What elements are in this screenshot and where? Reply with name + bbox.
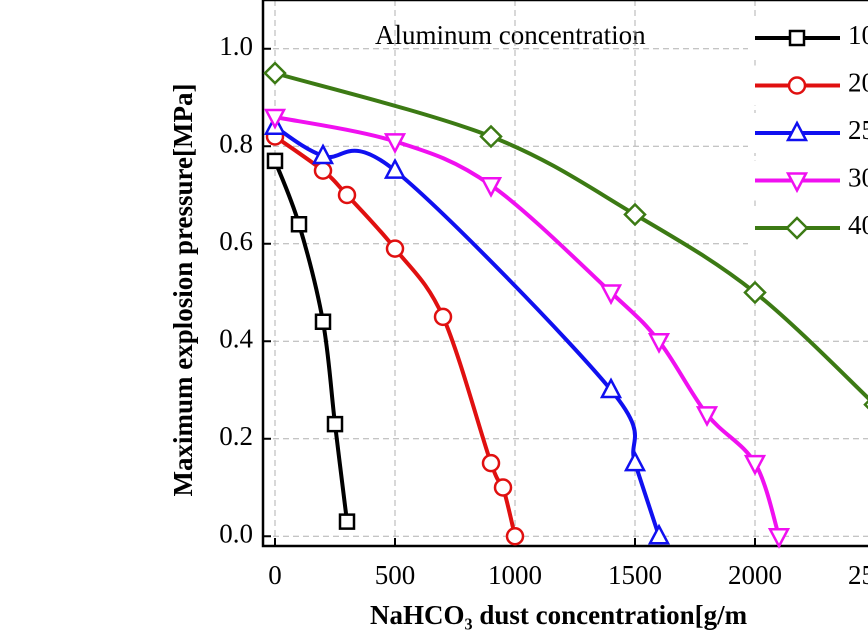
legend-label: 40% xyxy=(848,210,868,240)
marker xyxy=(743,454,767,476)
marker xyxy=(479,177,503,198)
marker xyxy=(647,333,671,354)
y-tick-label: 0.8 xyxy=(219,128,253,158)
y-tick-label: 0.2 xyxy=(219,421,253,451)
series-line xyxy=(274,71,868,401)
marker xyxy=(313,161,333,180)
marker xyxy=(266,152,284,170)
marker xyxy=(263,108,287,130)
x-tick-label: 1000 xyxy=(488,560,542,590)
y-tick-label: 1.0 xyxy=(219,31,253,61)
marker xyxy=(337,185,357,205)
x-tick-label: 2500 xyxy=(848,560,868,590)
legend-label: 20% xyxy=(848,68,868,98)
y-tick-label: 0.0 xyxy=(219,518,253,548)
marker xyxy=(385,239,405,258)
marker xyxy=(623,202,647,227)
marker xyxy=(338,513,356,530)
y-tick-label: 0.6 xyxy=(219,226,253,256)
x-tick-label: 1500 xyxy=(608,560,662,590)
marker xyxy=(647,523,671,545)
marker xyxy=(263,61,287,85)
plot-frame xyxy=(261,0,868,548)
marker xyxy=(479,124,503,149)
marker xyxy=(788,29,806,47)
marker xyxy=(383,133,407,155)
marker xyxy=(493,478,513,497)
x-tick-label: 0 xyxy=(268,560,282,590)
marker xyxy=(863,399,868,410)
legend-label: 30% xyxy=(848,163,868,193)
legend-label: 25% xyxy=(848,115,868,145)
y-axis-label: Maximum explosion pressure[MPa] xyxy=(168,84,198,497)
marker xyxy=(785,216,809,240)
y-tick-label: 0.4 xyxy=(219,323,253,353)
marker xyxy=(505,527,525,546)
x-tick-label: 2000 xyxy=(728,560,782,590)
marker xyxy=(383,157,407,179)
marker xyxy=(599,284,623,306)
marker xyxy=(623,450,647,472)
marker xyxy=(311,143,335,165)
marker xyxy=(787,76,807,95)
marker xyxy=(290,216,308,233)
marker xyxy=(314,313,332,330)
marker xyxy=(785,120,809,142)
marker xyxy=(326,415,344,433)
marker xyxy=(433,307,453,327)
marker xyxy=(743,280,767,305)
x-tick-label: 500 xyxy=(375,560,416,590)
marker xyxy=(785,172,809,194)
marker xyxy=(599,377,623,399)
legend-label: 10% xyxy=(848,20,868,50)
legend-title: Aluminum concentration xyxy=(375,20,646,50)
marker xyxy=(767,528,791,549)
marker xyxy=(481,453,501,473)
marker xyxy=(695,406,719,428)
x-axis-label: NaHCO₃ dust concentration[g/m xyxy=(370,600,748,630)
